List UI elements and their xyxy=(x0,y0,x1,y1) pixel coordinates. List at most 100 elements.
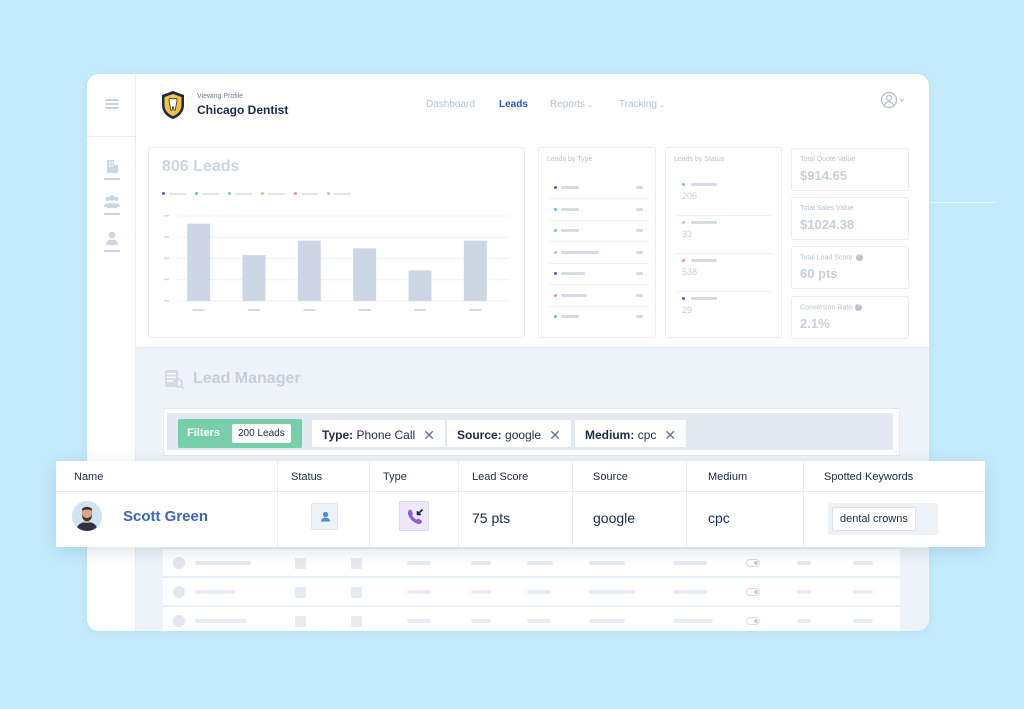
leads-by-status-title: Leads by Status xyxy=(674,156,725,163)
column-header-source[interactable]: Source xyxy=(593,471,628,483)
y-tick xyxy=(164,215,169,217)
chart-bar xyxy=(408,270,432,301)
status-count: 29 xyxy=(682,305,693,315)
table-header xyxy=(56,461,985,492)
leads-bar-chart xyxy=(164,215,509,311)
chart-bar xyxy=(297,240,321,301)
nav-tracking-label: Tracking xyxy=(619,99,657,110)
kpi-label: Conversion Rate xyxy=(800,304,853,312)
status-row: 29 xyxy=(676,292,772,330)
legend-item xyxy=(327,192,351,195)
kpi-label: Total Quote Value xyxy=(800,156,856,163)
filter-chip-type[interactable]: Type: Phone Call ✕ xyxy=(311,419,446,448)
keywords-cell: dental crowns xyxy=(828,503,938,535)
column-divider xyxy=(803,461,804,547)
kpi-conversion-rate: Conversion Rate? 2.1% xyxy=(791,296,909,339)
lead-manager-title: Lead Manager xyxy=(193,370,301,387)
status-row: 206 xyxy=(676,178,772,216)
lead-count-badge: 200 Leads xyxy=(232,424,291,443)
column-header-type[interactable]: Type xyxy=(383,471,407,483)
users-icon[interactable] xyxy=(104,193,120,215)
chip-key: Source: xyxy=(457,428,502,442)
kpi-total-quote-value: Total Quote Value $914.65 xyxy=(791,148,909,191)
kpi-value: 2.1% xyxy=(800,316,830,331)
kpi-value: 60 pts xyxy=(800,266,838,281)
x-tick xyxy=(303,309,316,311)
user-icon[interactable] xyxy=(104,230,120,252)
nav-reports[interactable]: Reports ⌄ xyxy=(550,99,593,110)
x-tick xyxy=(248,309,260,311)
close-icon[interactable]: ✕ xyxy=(423,427,435,443)
x-tick xyxy=(414,309,426,311)
status-row: 33 xyxy=(676,216,772,254)
y-tick xyxy=(164,236,169,238)
chevron-down-icon: ⌄ xyxy=(658,102,665,109)
table-row xyxy=(163,606,900,631)
column-divider xyxy=(369,461,370,547)
type-row xyxy=(549,200,649,221)
table-row xyxy=(163,577,900,605)
kpi-label-wrap: Total Lead Score? xyxy=(800,254,863,261)
help-icon[interactable]: ? xyxy=(855,304,863,311)
column-header-name[interactable]: Name xyxy=(74,471,104,483)
person-icon[interactable] xyxy=(311,503,338,530)
y-tick xyxy=(164,257,169,259)
type-row xyxy=(549,286,649,307)
filter-chip-medium[interactable]: Medium: cpc ✕ xyxy=(574,419,688,448)
filter-chip-source[interactable]: Source: google ✕ xyxy=(446,419,572,448)
kpi-label-wrap: Conversion Rate? xyxy=(800,304,863,312)
help-icon[interactable]: ? xyxy=(855,254,863,261)
nav-tracking[interactable]: Tracking ⌄ xyxy=(619,99,665,110)
column-divider xyxy=(277,461,278,547)
filters-button[interactable]: Filters 200 Leads xyxy=(178,419,302,448)
avatar xyxy=(72,501,102,531)
chip-key: Medium: xyxy=(585,428,635,442)
nav-leads[interactable]: Leads xyxy=(499,99,528,110)
leads-chart-panel: 806 Leads xyxy=(148,147,525,338)
chart-bar xyxy=(242,255,266,301)
chip-value: google xyxy=(505,428,542,442)
column-header-status[interactable]: Status xyxy=(291,471,323,483)
nav-dashboard[interactable]: Dashboard xyxy=(426,99,475,110)
close-icon[interactable]: ✕ xyxy=(549,427,561,443)
column-header-lead-score[interactable]: Lead Score xyxy=(472,471,529,483)
keyword-tag[interactable]: dental crowns xyxy=(832,507,916,531)
leads-table-highlight: Name Status Type Lead Score Source Mediu… xyxy=(56,461,985,547)
column-divider xyxy=(458,461,459,547)
sidebar xyxy=(87,74,136,631)
status-row: 538 xyxy=(676,254,772,292)
kpi-label: Total Sales Value xyxy=(800,205,854,212)
chart-bar xyxy=(187,223,211,301)
legend-item xyxy=(195,192,219,195)
legend-item xyxy=(162,192,186,195)
kpi-total-sales-value: Total Sales Value $1024.38 xyxy=(791,197,909,240)
profile-name: Chicago Dentist xyxy=(197,103,289,117)
building-icon[interactable] xyxy=(104,158,120,180)
status-count: 538 xyxy=(682,267,698,277)
status-count: 206 xyxy=(682,191,698,201)
type-row xyxy=(549,243,649,264)
kpi-value: $914.65 xyxy=(800,168,847,183)
leads-by-type-title: Leads by Type xyxy=(547,156,593,163)
account-menu[interactable] xyxy=(880,91,906,109)
close-icon[interactable]: ✕ xyxy=(664,427,677,443)
status-count: 33 xyxy=(682,229,693,239)
source-value: google xyxy=(593,510,636,526)
filters-label: Filters xyxy=(187,427,221,439)
medium-value: cpc xyxy=(708,510,730,526)
type-row xyxy=(549,221,649,242)
incoming-call-icon[interactable] xyxy=(399,501,429,531)
column-header-medium[interactable]: Medium xyxy=(708,471,748,483)
type-row xyxy=(549,178,649,199)
sidebar-divider xyxy=(87,136,136,137)
app-window: Viewing Profile Chicago Dentist Dashboar… xyxy=(87,74,929,631)
column-header-keywords[interactable]: Spotted Keywords xyxy=(824,471,914,483)
chip-key: Type: xyxy=(322,428,354,442)
legend-item xyxy=(261,192,285,195)
chip-value: cpc xyxy=(637,428,657,442)
tooth-shield-logo xyxy=(160,90,186,120)
kpi-value: $1024.38 xyxy=(800,217,855,232)
menu-icon[interactable] xyxy=(105,99,119,109)
chip-value: Phone Call xyxy=(356,428,416,442)
lead-name-link[interactable]: Scott Green xyxy=(123,508,209,525)
